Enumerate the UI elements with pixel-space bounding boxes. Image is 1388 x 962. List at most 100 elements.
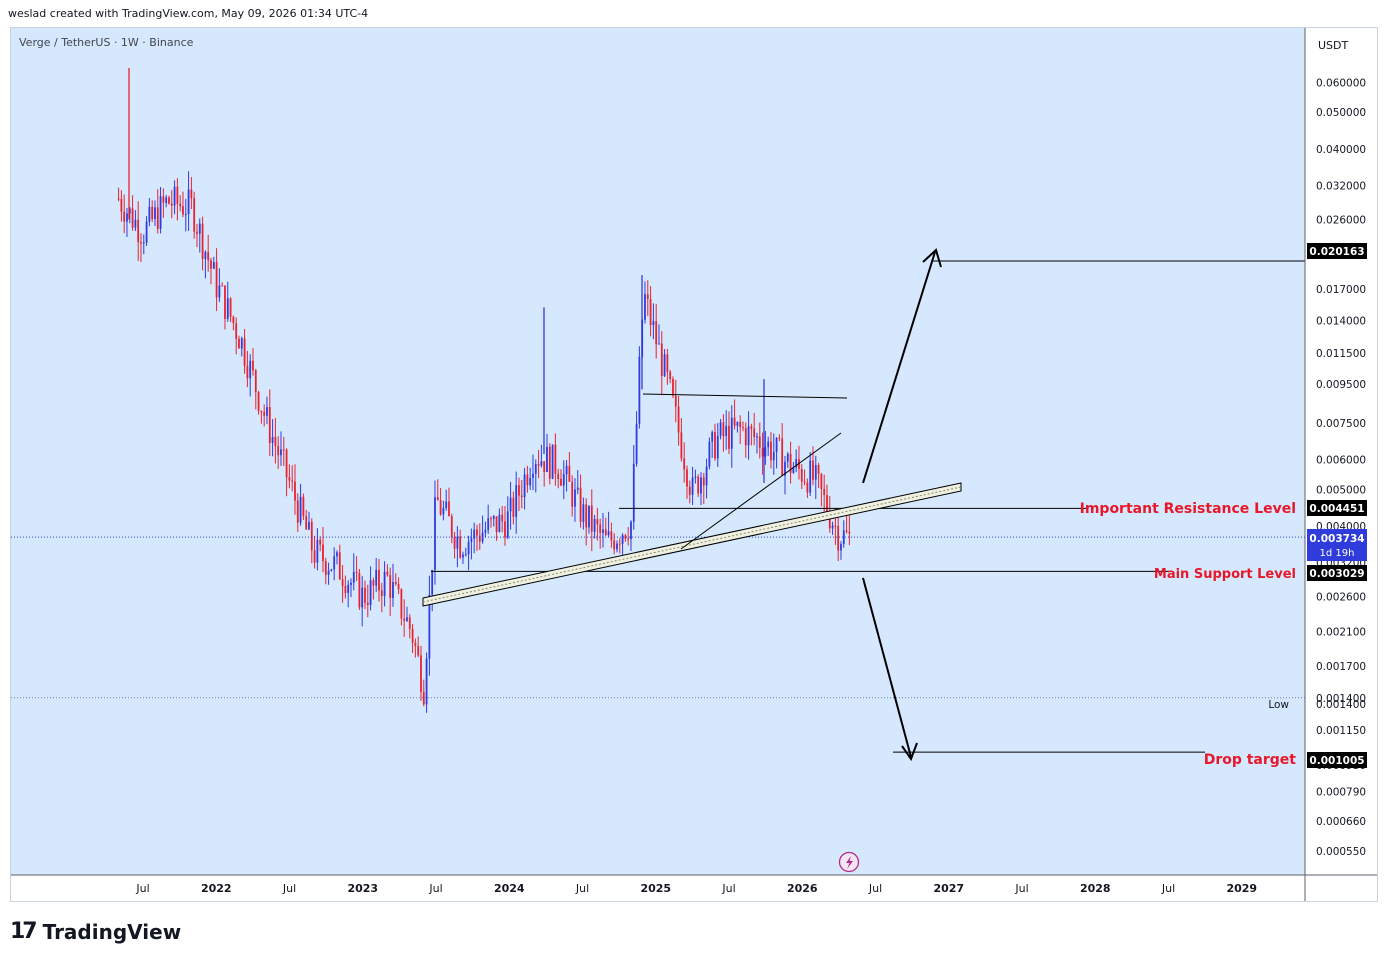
candle-body [434, 497, 436, 570]
candle-body [355, 571, 358, 574]
symbol-label: Verge / TetherUS · 1W · Binance [19, 36, 194, 49]
current-price-badge: 0.003734 1d 19h [1307, 529, 1367, 561]
tradingview-wordmark: TradingView [42, 919, 182, 944]
candle-body [826, 495, 828, 514]
candle-body [728, 425, 730, 449]
y-tick-label: 0.011500 [1316, 348, 1366, 360]
candle-body [294, 481, 296, 501]
candle-body [506, 511, 509, 538]
candle-body [201, 223, 204, 259]
candle-body [165, 197, 168, 203]
candle-body [680, 432, 683, 459]
candle-body [504, 521, 506, 538]
candle-body [207, 252, 210, 261]
candle-body [361, 587, 364, 608]
candle-body [187, 189, 190, 215]
x-tick-label: Jul [1014, 882, 1028, 895]
chart-attribution: weslad created with TradingView.com, May… [8, 7, 369, 20]
candle-body [341, 579, 344, 587]
candle-body [806, 482, 809, 493]
candle-body [708, 441, 711, 467]
candle-body [554, 444, 557, 474]
candle-body [579, 487, 582, 522]
candle-body [366, 602, 369, 606]
candle-body [546, 446, 548, 472]
drawings-group[interactable] [11, 248, 1305, 762]
candle-body [632, 463, 635, 522]
y-tick-label: 0.002600 [1316, 591, 1366, 603]
lightning-icon[interactable] [838, 851, 860, 873]
candle-body [453, 536, 456, 549]
price-chart[interactable]: 0.060000 0.050000 0.040000 0.032000 0.026000… [11, 28, 1377, 901]
candle-body [683, 458, 686, 470]
candle-body [389, 575, 392, 598]
y-tick-label: 0.000660 [1316, 816, 1366, 828]
candle-body [666, 354, 669, 372]
candle-body [534, 464, 537, 474]
wedge-trend-line [680, 432, 842, 550]
candle-body [484, 529, 487, 533]
target-price-label: 0.020163 [1309, 246, 1364, 258]
candle-body [190, 189, 193, 199]
candle-body [277, 446, 280, 456]
x-tick-label: Jul [575, 882, 589, 895]
chart-panel[interactable]: 0.060000 0.050000 0.040000 0.032000 0.026000… [10, 27, 1378, 902]
candle-body [403, 618, 406, 621]
candle-body [352, 571, 355, 583]
candle-body [215, 262, 218, 298]
candle-body [772, 452, 775, 461]
tradingview-mark-icon: 17 [10, 919, 38, 944]
candle-body [338, 552, 341, 580]
candle-body [722, 422, 725, 437]
drop-price-label: 0.001005 [1309, 755, 1364, 767]
candle-body [137, 219, 140, 242]
candle-body [568, 465, 571, 482]
candle-body [736, 421, 739, 426]
candle-body [697, 476, 700, 494]
candle-body [705, 466, 708, 486]
candle-body [168, 197, 170, 204]
candle-body [372, 580, 375, 586]
candle-body [781, 438, 784, 476]
candle-body [540, 461, 543, 466]
candle-body [383, 571, 386, 597]
y-tick-label: 0.026000 [1316, 214, 1366, 226]
tradingview-logo[interactable]: 17 TradingView [10, 919, 181, 944]
drop-price-badge: 0.001005 [1307, 752, 1367, 768]
candle-body [758, 436, 761, 448]
candle-body [128, 208, 131, 214]
candle-body [254, 370, 257, 393]
candle-body [691, 477, 694, 495]
candle-body [140, 241, 142, 244]
candle-body [291, 480, 294, 482]
currency-label[interactable]: USDT [1318, 39, 1349, 52]
candle-body [523, 474, 526, 498]
candle-body [630, 521, 632, 540]
candle-body [744, 428, 747, 446]
candle-body [322, 544, 324, 562]
candle-body [333, 556, 336, 570]
candle-body [154, 207, 156, 220]
x-tick-label: 2027 [933, 882, 964, 895]
candle-body [145, 221, 148, 243]
y-tick-label: 0.007500 [1316, 418, 1366, 430]
candle-body [299, 496, 302, 523]
candle-body [529, 477, 532, 486]
candle-body [834, 525, 837, 527]
candle-body [607, 531, 610, 536]
candle-body [184, 214, 187, 216]
candle-body [688, 486, 691, 495]
candle-body [246, 365, 249, 379]
candle-body [845, 530, 848, 532]
candle-body [358, 573, 361, 608]
candle-body [232, 316, 235, 324]
candle-body [159, 196, 162, 229]
candle-body [490, 518, 492, 520]
candle-body [716, 435, 719, 459]
candle-body [302, 496, 305, 517]
candle-body [596, 519, 599, 525]
candle-body [221, 285, 224, 287]
candle-body [831, 525, 834, 529]
candle-body [582, 504, 585, 522]
candle-body [274, 436, 277, 447]
